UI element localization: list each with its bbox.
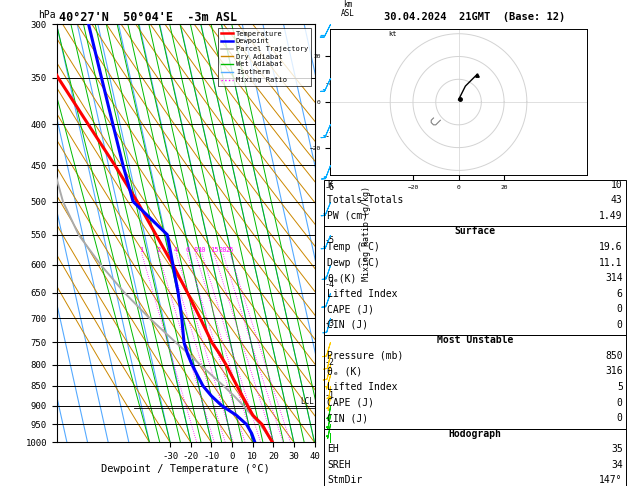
Text: 11.1: 11.1	[599, 258, 623, 268]
Text: 2: 2	[156, 247, 160, 253]
Text: -8: -8	[325, 79, 335, 88]
Text: Mixing Ratio (g/kg): Mixing Ratio (g/kg)	[362, 186, 370, 281]
Text: EH: EH	[327, 444, 339, 454]
Text: 0: 0	[617, 413, 623, 423]
Text: Totals Totals: Totals Totals	[327, 195, 403, 206]
Text: 4: 4	[174, 247, 178, 253]
Text: LCL: LCL	[300, 397, 314, 405]
Text: -6: -6	[325, 183, 335, 192]
Text: 6: 6	[617, 289, 623, 299]
Text: -3: -3	[325, 319, 335, 328]
Text: 10: 10	[198, 247, 206, 253]
X-axis label: Dewpoint / Temperature (°C): Dewpoint / Temperature (°C)	[101, 464, 270, 474]
Text: kt: kt	[388, 32, 396, 37]
Text: Temp (°C): Temp (°C)	[327, 242, 380, 252]
Text: CAPE (J): CAPE (J)	[327, 304, 374, 314]
Text: CAPE (J): CAPE (J)	[327, 398, 374, 408]
Text: 15: 15	[209, 247, 218, 253]
Text: 19.6: 19.6	[599, 242, 623, 252]
Text: -5: -5	[325, 237, 335, 245]
Text: 35: 35	[611, 444, 623, 454]
Legend: Temperature, Dewpoint, Parcel Trajectory, Dry Adiabat, Wet Adiabat, Isotherm, Mi: Temperature, Dewpoint, Parcel Trajectory…	[218, 28, 311, 86]
Text: SREH: SREH	[327, 460, 350, 470]
Text: Lifted Index: Lifted Index	[327, 289, 398, 299]
Text: 40°27'N  50°04'E  -3m ASL: 40°27'N 50°04'E -3m ASL	[59, 11, 237, 24]
Text: 314: 314	[605, 273, 623, 283]
Text: Lifted Index: Lifted Index	[327, 382, 398, 392]
Text: θₑ(K): θₑ(K)	[327, 273, 357, 283]
Text: 34: 34	[611, 460, 623, 470]
Text: 147°: 147°	[599, 475, 623, 486]
Text: -7: -7	[325, 133, 335, 141]
Text: 850: 850	[605, 351, 623, 361]
Text: θₑ (K): θₑ (K)	[327, 366, 362, 377]
Text: km
ASL: km ASL	[341, 0, 355, 18]
Text: 0: 0	[617, 304, 623, 314]
Text: CIN (J): CIN (J)	[327, 320, 368, 330]
Text: -4: -4	[325, 280, 335, 289]
Text: 0: 0	[617, 320, 623, 330]
Text: K: K	[327, 180, 333, 190]
Text: PW (cm): PW (cm)	[327, 211, 368, 221]
Text: 8: 8	[193, 247, 198, 253]
Text: 25: 25	[226, 247, 234, 253]
Text: -2: -2	[325, 358, 335, 367]
Text: StmDir: StmDir	[327, 475, 362, 486]
Text: 0: 0	[617, 398, 623, 408]
Text: 10: 10	[611, 180, 623, 190]
Text: 43: 43	[611, 195, 623, 206]
Text: Pressure (mb): Pressure (mb)	[327, 351, 403, 361]
Text: 1: 1	[140, 247, 144, 253]
Text: Most Unstable: Most Unstable	[437, 335, 513, 346]
Text: 6: 6	[185, 247, 189, 253]
Text: -1: -1	[325, 391, 335, 400]
Text: 20: 20	[218, 247, 227, 253]
Text: hPa: hPa	[38, 10, 56, 20]
Text: CIN (J): CIN (J)	[327, 413, 368, 423]
Text: 316: 316	[605, 366, 623, 377]
Text: 5: 5	[617, 382, 623, 392]
Text: Hodograph: Hodograph	[448, 429, 501, 439]
Text: Surface: Surface	[454, 226, 496, 237]
Text: Dewp (°C): Dewp (°C)	[327, 258, 380, 268]
Text: 3: 3	[167, 247, 170, 253]
Text: 30.04.2024  21GMT  (Base: 12): 30.04.2024 21GMT (Base: 12)	[384, 12, 565, 22]
Text: 1.49: 1.49	[599, 211, 623, 221]
